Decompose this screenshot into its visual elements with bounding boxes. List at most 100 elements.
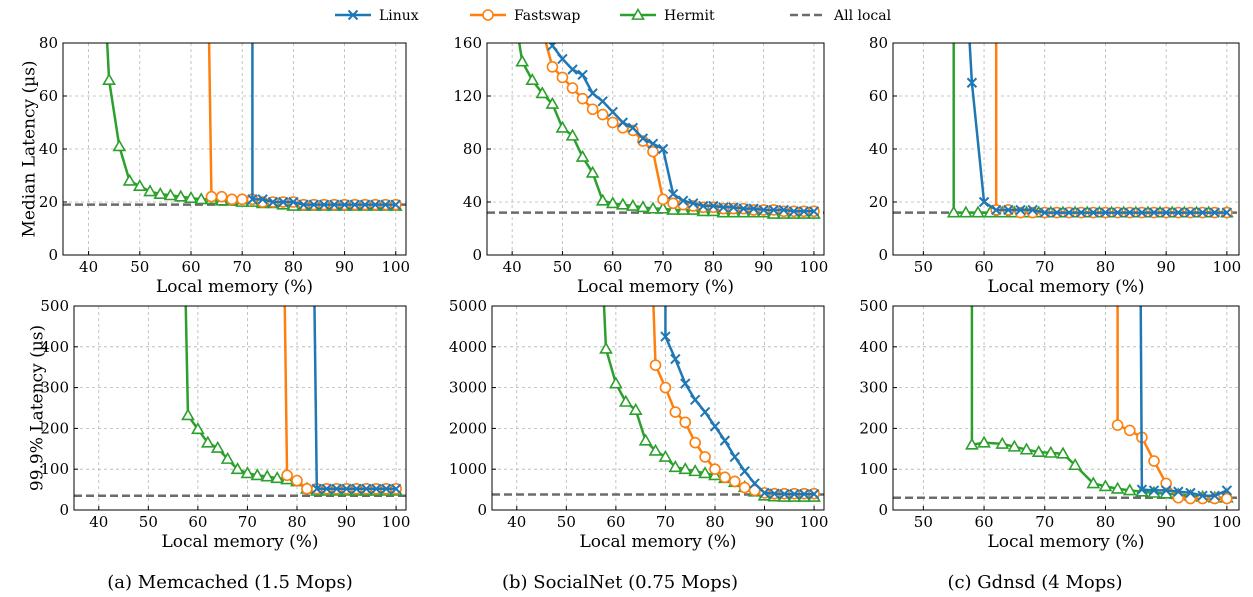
data-point (576, 92, 589, 105)
y-tick-label: 0 (59, 501, 69, 519)
x-tick-label: 50 (914, 258, 933, 276)
x-tick-label: 70 (1035, 258, 1054, 276)
data-point (546, 61, 559, 73)
data-point (798, 206, 810, 217)
caption-c: (c) Gdnsd (4 Mops) (947, 572, 1122, 593)
data-point (958, 205, 973, 218)
data-point (627, 124, 639, 137)
data-point (351, 483, 362, 494)
data-point (321, 483, 332, 494)
data-point (699, 451, 711, 463)
y-tick-label: 4000 (449, 338, 487, 356)
data-point (575, 149, 590, 162)
data-point (1043, 445, 1058, 458)
data-point (577, 69, 588, 81)
data-point (1112, 207, 1123, 218)
data-point (769, 488, 780, 499)
data-point (609, 376, 623, 389)
data-point (666, 202, 680, 215)
data-point (599, 341, 613, 354)
data-point (1185, 207, 1196, 218)
y-tick-label: 40 (463, 193, 482, 211)
data-point (112, 139, 127, 152)
x-tick-label: 80 (284, 258, 303, 276)
data-point (636, 200, 650, 213)
y-tick-label: 300 (40, 379, 69, 397)
y-tick-label: 400 (859, 338, 888, 356)
axes-frame (491, 305, 825, 511)
x-tick-label: 90 (754, 258, 773, 276)
series-line (550, 43, 814, 213)
series-fastswap (649, 306, 820, 500)
series-line (952, 43, 1227, 214)
data-point (1221, 485, 1233, 496)
axes-frame (73, 305, 407, 511)
y-tick-label: 80 (869, 34, 888, 52)
grid (893, 42, 1239, 256)
data-point (1123, 424, 1136, 437)
data-point (341, 483, 352, 494)
data-point (585, 165, 600, 178)
data-point (658, 449, 673, 462)
series-fastswap (544, 43, 820, 218)
data-point (270, 471, 285, 484)
data-point (1088, 207, 1099, 218)
x-tick-label: 100 (1213, 513, 1242, 531)
data-point (215, 190, 228, 203)
data-point (257, 194, 268, 205)
data-point (657, 143, 669, 155)
data-point (1051, 207, 1063, 218)
series-linux (966, 43, 1233, 218)
y-tick-label: 40 (39, 140, 58, 158)
x-tick-label: 50 (139, 513, 158, 531)
x-tick-label: 70 (1035, 513, 1054, 531)
series-line (207, 43, 396, 206)
x-tick-label: 70 (233, 258, 252, 276)
data-point (102, 72, 116, 86)
data-point (557, 53, 568, 65)
data-point (247, 194, 258, 205)
data-point (173, 189, 188, 202)
x-axis-label: Local memory (%) (987, 277, 1144, 297)
legend-marker (482, 9, 494, 21)
series-group (515, 43, 821, 219)
x-tick-label: 60 (606, 513, 625, 531)
data-point (1160, 207, 1172, 218)
data-point (288, 196, 299, 208)
x-tick-label: 70 (653, 258, 672, 276)
y-tick-label: 120 (453, 87, 482, 105)
data-point (301, 482, 313, 495)
data-point (719, 471, 731, 484)
data-point (1197, 207, 1208, 218)
legend-item-fastswap: Fastswap (470, 8, 580, 24)
y-tick-label: 60 (39, 87, 58, 105)
data-point (808, 488, 820, 500)
series-fastswap (281, 306, 402, 495)
data-point (606, 116, 619, 129)
y-tick-label: 200 (40, 419, 69, 437)
x-tick-label: 40 (89, 513, 108, 531)
data-point (545, 96, 560, 109)
data-point (191, 422, 205, 435)
data-point (965, 437, 979, 450)
data-point (525, 72, 540, 86)
data-point (689, 436, 701, 449)
data-point (789, 488, 800, 500)
data-point (586, 103, 599, 116)
data-point (359, 199, 371, 210)
data-point (729, 451, 741, 463)
data-point (1063, 207, 1075, 218)
y-tick-label: 100 (859, 460, 888, 478)
legend-marker (347, 9, 359, 21)
data-point (649, 359, 662, 371)
x-axis-label: Local memory (%) (987, 532, 1144, 552)
x-tick-label: 50 (914, 513, 933, 531)
data-point (1003, 204, 1014, 216)
data-point (688, 464, 703, 477)
data-point (1221, 492, 1233, 505)
data-point (205, 190, 218, 203)
data-point (555, 120, 570, 133)
x-tick-label: 80 (705, 513, 724, 531)
